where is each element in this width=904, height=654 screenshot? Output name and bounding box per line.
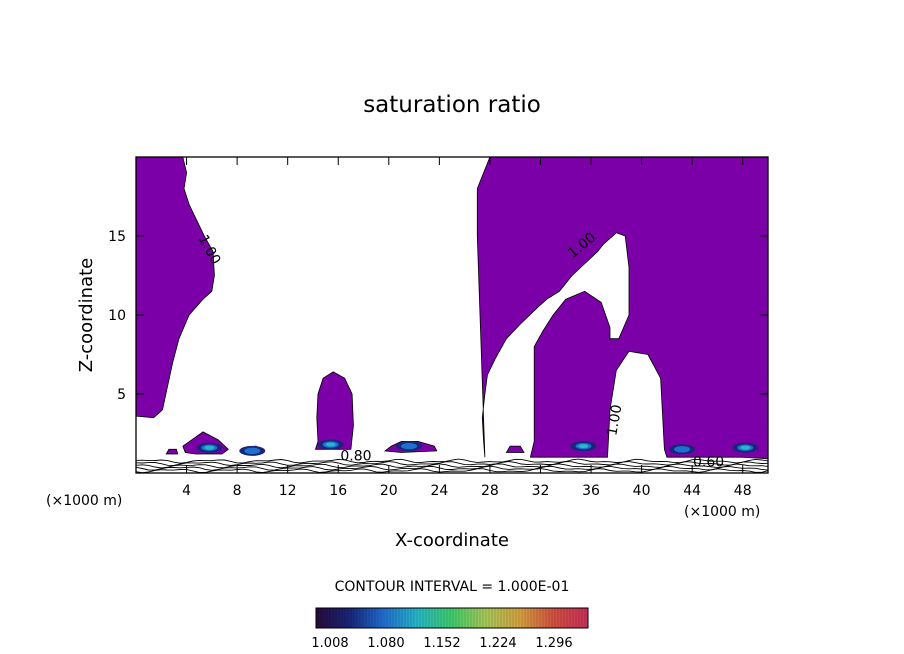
x-unit-label-left: (×1000 m) [46,493,122,509]
chart-title: saturation ratio [363,92,541,118]
x-tick-label: 40 [633,483,651,499]
contour-line-1 [136,461,768,466]
colorbar-label: 1.224 [479,636,516,651]
x-axis-label: X-coordinate [395,530,509,551]
hotspot-mid [244,447,261,455]
x-tick-label: 44 [683,483,701,499]
supersaturated-region-0 [136,157,215,419]
x-tick-label: 12 [279,483,297,499]
colorbar-label: 1.008 [311,636,348,651]
hotspot-core [740,445,751,450]
contour-label-2: 1.00 [604,403,625,436]
colorbar-stripes [317,608,586,628]
colorbar-label: 1.152 [423,636,460,651]
colorbar-gradient [315,607,589,629]
surface-contours [136,458,768,473]
hotspot-3 [396,441,423,452]
hotspot-core [578,444,589,449]
supersaturated-region-7 [165,448,179,455]
hotspot-core [325,442,336,447]
x-tick-label: 20 [380,483,398,499]
x-tick-label: 24 [430,483,448,499]
x-tick-label: 8 [233,483,242,499]
contour-line-4 [136,468,768,473]
colorbar-label: 1.080 [367,636,404,651]
x-tick-label: 4 [182,483,191,499]
colorbar-label: 1.296 [535,636,572,651]
contour-line-3 [136,465,768,471]
hotspot-0 [196,442,223,453]
y-tick-label: 10 [108,308,126,324]
x-tick-label: 16 [329,483,347,499]
colorbar: 1.008 1.080 1.152 1.224 1.296 [311,607,589,651]
colorbar-labels: 1.008 1.080 1.152 1.224 1.296 [311,636,572,651]
hotspot-2 [317,439,344,450]
x-tick-label: 36 [582,483,600,499]
contour-label-4: 0.60 [693,455,724,471]
hotspot-core [204,445,215,450]
hotspot-5 [669,444,696,455]
contour-interval-label: CONTOUR INTERVAL = 1.000E-01 [335,579,570,595]
supersaturated-region-2 [314,371,354,450]
x-axis: 4 8 12 16 20 24 28 32 36 40 44 48 [182,157,752,499]
y-axis-label: Z-coordinate [76,258,97,373]
hotspot-4 [570,441,597,452]
hotspot-6 [732,442,759,453]
hotspot-mid [674,446,691,453]
x-unit-label-right: (×1000 m) [684,504,760,520]
y-tick-label: 5 [117,387,126,403]
y-axis: 5 10 15 [108,229,768,403]
supersaturated-region-1 [476,157,768,460]
contour-label-3: 0.80 [340,448,371,464]
hotspot-mid [401,442,418,450]
supersaturated-region-6 [505,445,525,453]
x-tick-label: 48 [734,483,752,499]
plot-area: 1.00 1.001.000.80 0.60 [136,157,768,473]
x-tick-label: 28 [481,483,499,499]
x-tick-label: 32 [532,483,550,499]
hotspot-1 [239,445,266,456]
contour-line-0 [136,458,768,464]
y-tick-label: 15 [108,229,126,245]
